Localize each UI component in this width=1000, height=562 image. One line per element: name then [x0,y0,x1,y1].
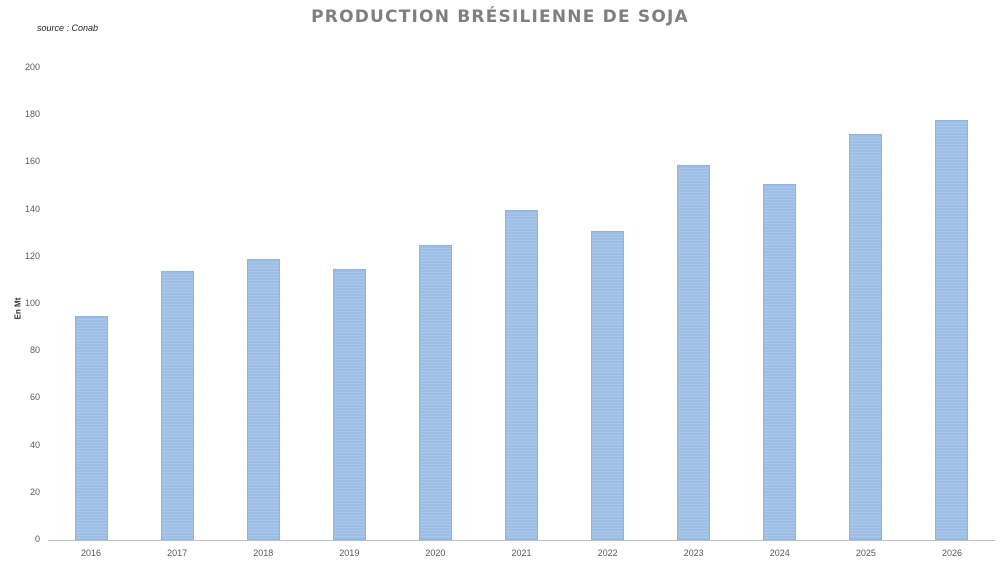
x-tick-label: 2026 [941,548,962,558]
bar-2018 [246,259,280,540]
bar-2019 [332,268,366,540]
x-tick-label: 2018 [253,548,274,558]
y-tick-label: 140 [24,203,40,214]
y-tick-label: 40 [29,439,40,450]
bar-2021 [505,209,538,540]
chart-title: PRODUCTION BRÉSILIENNE DE SOJA [311,7,689,27]
bar-2020 [418,245,452,540]
x-tick-label: 2022 [597,548,618,558]
bar-2017 [160,270,194,540]
chart-source: source : Conab [37,23,99,33]
bar-2026 [935,119,969,540]
y-tick-label: 120 [24,250,40,261]
x-tick-label: 2019 [339,548,360,558]
y-tick-label: 60 [29,392,40,403]
x-tick-label: 2016 [81,548,102,558]
bar-2025 [849,134,883,540]
y-tick-label: 180 [24,109,40,120]
y-tick-label: 100 [24,298,40,308]
bar-2022 [591,230,625,540]
x-tick-label: 2024 [769,548,790,558]
y-tick-label: 80 [29,345,40,356]
x-tick-label: 2020 [425,548,446,558]
bar-2016 [74,315,108,540]
x-tick-label: 2023 [683,548,704,558]
x-tick-label: 2021 [511,548,532,558]
bar-2024 [763,183,797,540]
x-axis-line [48,540,995,541]
y-tick-label: 160 [24,156,40,167]
y-tick-label: 20 [29,486,40,497]
x-tick-label: 2017 [167,548,188,558]
y-tick-label: 200 [24,62,40,72]
x-tick-label: 2025 [855,548,876,558]
y-tick-label: 0 [34,534,40,544]
bar-2023 [677,164,711,540]
